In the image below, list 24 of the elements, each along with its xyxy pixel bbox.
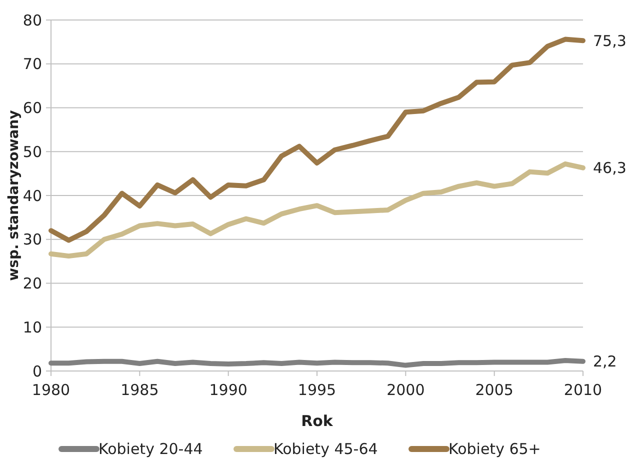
x-tick-label: 1990 bbox=[209, 381, 248, 399]
y-tick-label: 40 bbox=[22, 186, 42, 205]
y-tick-label: 0 bbox=[32, 362, 42, 380]
y-axis-title: wsp. standaryzowany bbox=[6, 110, 22, 281]
x-tick-label: 2005 bbox=[475, 381, 514, 399]
y-tick-label: 50 bbox=[22, 142, 42, 161]
data-label: 2,2 bbox=[593, 352, 617, 371]
x-tick-label: 2000 bbox=[386, 381, 425, 399]
legend-label: Kobiety 20-44 bbox=[98, 440, 203, 458]
x-axis-title: Rok bbox=[301, 412, 334, 430]
x-tick-label: 1985 bbox=[120, 381, 159, 399]
x-tick-label: 1980 bbox=[32, 381, 70, 399]
data-label: 75,3 bbox=[593, 32, 626, 50]
legend-label: Kobiety 45-64 bbox=[274, 440, 378, 458]
x-tick-label: 2010 bbox=[564, 381, 602, 399]
x-tick-label: 1995 bbox=[298, 381, 336, 399]
y-tick-label: 60 bbox=[22, 99, 42, 117]
legend-label: Kobiety 65+ bbox=[448, 440, 541, 458]
y-tick-label: 30 bbox=[22, 230, 42, 249]
y-tick-label: 70 bbox=[22, 55, 42, 74]
y-tick-label: 10 bbox=[22, 318, 42, 336]
y-tick-label: 80 bbox=[22, 11, 42, 30]
y-tick-label: 20 bbox=[22, 274, 42, 292]
data-label: 46,3 bbox=[593, 159, 626, 178]
